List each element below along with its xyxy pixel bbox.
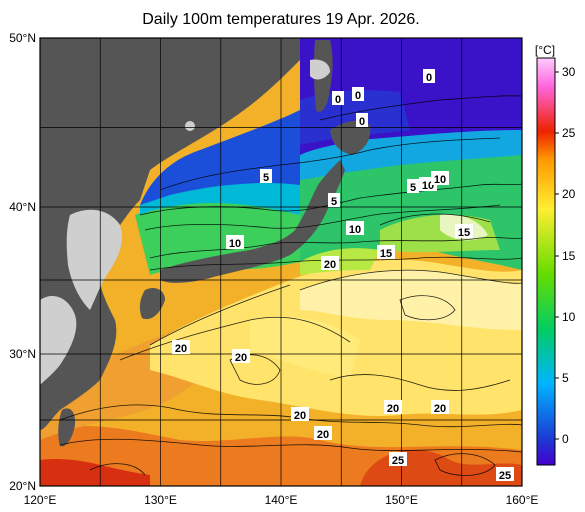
land-hokkaido [330,120,371,155]
colorbar: [°C] 30 25 20 15 10 5 0 [535,43,576,466]
lat-label: 20°N [9,479,36,493]
land-taiwan [58,408,76,447]
land-korea [66,209,122,310]
contour-label: 0 [355,90,361,102]
land-kyushu [139,288,165,320]
contour-label: 0 [335,94,341,106]
contour-label: 25 [392,455,404,467]
contour-label: 20 [387,403,399,415]
contour-label: 5 [410,182,416,194]
land-china-coast [40,295,77,385]
contour-label: 15 [458,227,470,239]
contour-label: 5 [331,196,337,208]
contour-label: 10 [229,238,241,250]
colorbar-unit: [°C] [535,43,555,57]
contour-label: 0 [359,116,365,128]
contour-label: 20 [235,352,247,364]
colorbar-tick: 5 [562,371,569,385]
colorbar-tick: 10 [562,310,576,324]
map-frame [39,37,523,487]
land-honshu [160,160,345,283]
colorbar-tick: 25 [562,126,576,140]
lon-labels: 120°E 130°E 140°E 150°E 160°E [24,493,539,507]
lon-label: 130°E [144,493,177,507]
contour-label: 5 [263,172,269,184]
contour-label: 10 [434,174,446,186]
contour-label: 20 [294,410,306,422]
contour-label: 25 [499,470,511,482]
land-mainland [40,38,300,430]
lon-label: 140°E [265,493,298,507]
contour-label: 20 [434,403,446,415]
colorbar-tick: 20 [562,187,576,201]
contour-label: 20 [175,343,187,355]
lon-label: 150°E [385,493,418,507]
lon-label: 160°E [506,493,539,507]
contour-labels: 0 0 0 0 5 5 5 10 10 10 10 15 15 20 20 20… [172,69,514,482]
colorbar-tick: 30 [562,65,576,79]
lat-label: 40°N [9,200,36,214]
contour-label: 20 [317,429,329,441]
colorbar-gradient [536,57,556,466]
lat-labels: 50°N 40°N 30°N 20°N [9,31,36,493]
colorbar-tick: 15 [562,249,576,263]
lon-label: 120°E [24,493,57,507]
contour-label: 10 [349,224,361,236]
lat-label: 30°N [9,347,36,361]
colorbar-tick: 0 [562,432,569,446]
contour-label: 15 [380,248,392,260]
contour-label: 0 [426,72,432,84]
contour-label: 20 [324,259,336,271]
lat-label: 50°N [9,31,36,45]
map-title: Daily 100m temperatures 19 Apr. 2026. [142,11,420,28]
